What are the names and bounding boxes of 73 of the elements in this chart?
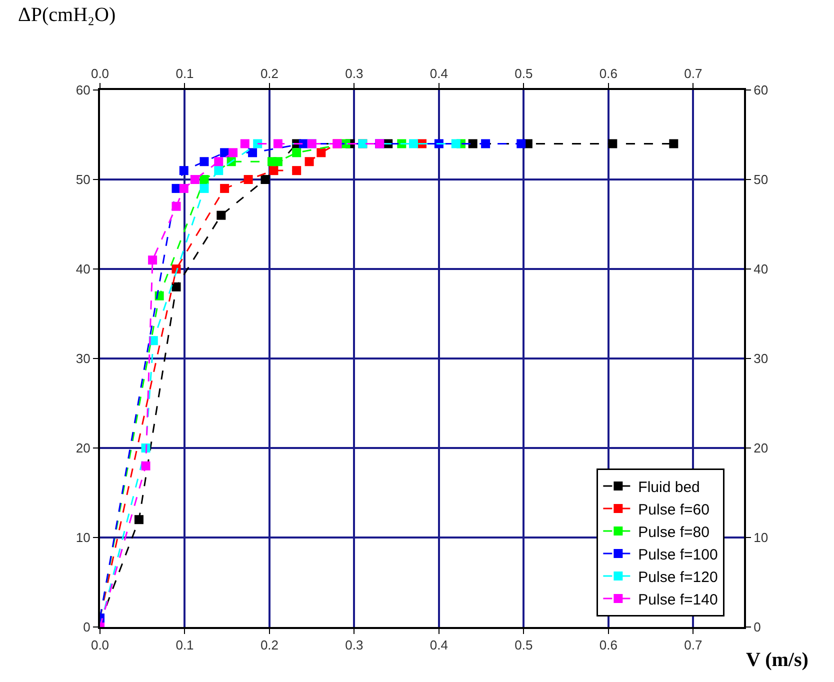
point [216, 210, 226, 220]
y2-tick-label: 20 [754, 440, 768, 456]
y2-tick-label: 0 [754, 620, 761, 635]
point [669, 139, 678, 148]
legend-label: Pulse f=80 [638, 524, 710, 541]
x-tick-label: 0.0 [90, 66, 110, 81]
x2-tick-label: 0.6 [599, 638, 618, 653]
point [273, 139, 282, 148]
point [240, 139, 250, 148]
point [190, 175, 200, 184]
point [608, 139, 618, 148]
point [248, 148, 258, 158]
x-tick-label: 0.3 [345, 66, 364, 81]
point [244, 175, 253, 184]
legend-label: Pulse f=120 [638, 568, 718, 586]
x2-tick-label: 0.2 [260, 638, 279, 653]
x-tick-label: 0.7 [684, 66, 702, 81]
point [516, 139, 526, 148]
point [220, 184, 230, 193]
point [179, 184, 188, 193]
x-tick-label: 0.5 [514, 66, 533, 81]
x2-tick-label: 0.0 [90, 638, 110, 653]
x-axis-title: V (m/s) [746, 649, 808, 671]
y-tick-label: 30 [76, 351, 90, 366]
point [292, 148, 302, 158]
point [304, 157, 314, 166]
point [172, 202, 181, 211]
point [141, 461, 150, 470]
point [200, 184, 209, 193]
point [451, 139, 460, 148]
point [253, 139, 262, 148]
legend-label: Fluid bed [638, 478, 700, 496]
y-axis-title: ΔP(cmH₂O) [18, 4, 116, 26]
y-tick-label: 0 [83, 620, 90, 635]
x-tick-label: 0.2 [260, 66, 279, 81]
point [316, 148, 326, 158]
y-tick-label: 20 [76, 440, 90, 456]
x-tick-label: 0.1 [176, 66, 194, 81]
y2-tick-label: 50 [754, 172, 768, 188]
point [200, 157, 209, 166]
y-tick-label: 50 [76, 172, 90, 188]
legend-label: Pulse f=100 [638, 546, 718, 564]
point [273, 157, 282, 166]
x2-tick-label: 0.3 [345, 638, 364, 653]
point [269, 166, 278, 176]
point [228, 148, 238, 158]
point [260, 175, 270, 184]
point [200, 175, 209, 184]
legend-label: Pulse f=140 [638, 591, 718, 608]
y2-tick-label: 10 [754, 530, 768, 546]
x2-tick-label: 0.5 [514, 638, 533, 653]
y2-tick-label: 60 [754, 82, 768, 98]
point [179, 166, 188, 176]
point [214, 157, 224, 166]
y2-tick-label: 40 [754, 262, 768, 277]
point [172, 282, 181, 292]
point [134, 515, 144, 524]
x-tick-label: 0.4 [430, 66, 448, 81]
point [292, 166, 302, 176]
x2-tick-label: 0.7 [684, 638, 702, 653]
point [148, 256, 158, 265]
point [409, 139, 418, 148]
x2-tick-label: 0.4 [430, 638, 448, 653]
x-tick-label: 0.6 [599, 66, 618, 81]
y-tick-label: 10 [76, 530, 90, 546]
y-tick-label: 40 [76, 262, 90, 277]
point [468, 139, 478, 148]
legend-label: Pulse f=60 [638, 501, 710, 518]
y2-tick-label: 30 [754, 351, 768, 366]
x2-tick-label: 0.1 [176, 638, 194, 653]
point [481, 139, 490, 148]
y-tick-label: 60 [76, 82, 90, 98]
point [214, 166, 224, 176]
